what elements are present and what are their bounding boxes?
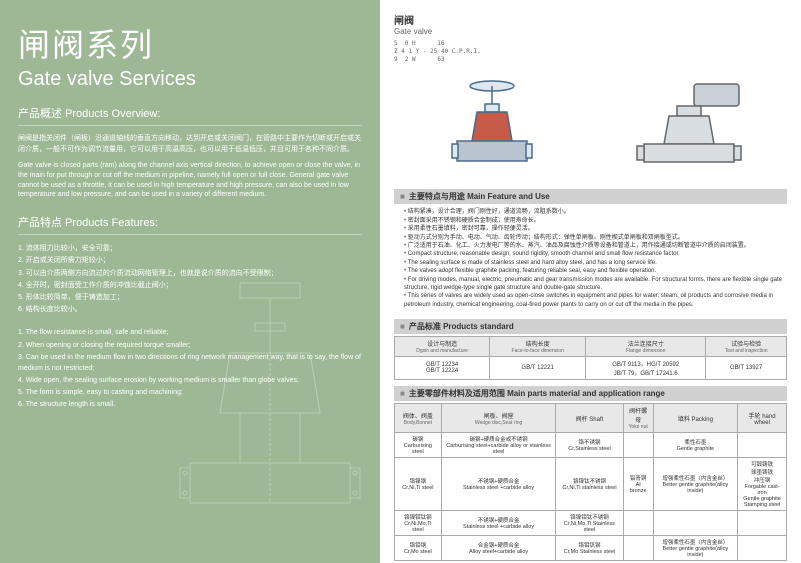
product-code: 5 0 H 16 Z 4 1 Y - 25 40 C.P.R.I. 9 2 W … — [394, 40, 787, 63]
overview-heading: 产品概述 Products Overview: — [18, 105, 362, 126]
valve-image-1 — [432, 71, 552, 181]
title-cn: 闸阀系列 — [18, 20, 362, 66]
section-feature-heading: 主要特点与用途 Main Feature and Use — [394, 189, 787, 204]
right-title-en: Gate valve — [394, 27, 787, 36]
right-title-cn: 闸阀 — [394, 12, 787, 27]
overview-en: Gate valve is closed parts (ram) along t… — [18, 161, 362, 200]
feature-bullets: 结构紧凑，设计合理，阀门刚性好，通道流畅，流阻系数小。密封面采用不锈钢和硬质合金… — [394, 204, 787, 313]
valve-diagram-icon — [170, 273, 370, 553]
standards-table: 设计与制造Dgsin and manufacture结构长度Face-to-fa… — [394, 336, 787, 380]
valve-images — [394, 71, 787, 181]
section-standard-heading: 产品标准 Products standard — [394, 319, 787, 334]
valve-image-2 — [629, 71, 749, 181]
right-panel: 闸阀 Gate valve 5 0 H 16 Z 4 1 Y - 25 40 C… — [380, 0, 801, 563]
overview-cn: 闸阀是指关闭件（闸板）沿通道轴线的垂直方向移动，达到开启或关闭阀门，在管路中主要… — [18, 134, 362, 155]
features-heading: 产品特点 Products Features: — [18, 214, 362, 235]
materials-table: 阀体、阀盖Body,Bonnet闸板、阀座Wedge disc,Seat rin… — [394, 403, 787, 561]
title-en: Gate valve Services — [18, 68, 362, 91]
left-panel: 闸阀系列 Gate valve Services 产品概述 Products O… — [0, 0, 380, 563]
section-material-heading: 主要零部件材料及适用范围 Main parts material and app… — [394, 386, 787, 401]
